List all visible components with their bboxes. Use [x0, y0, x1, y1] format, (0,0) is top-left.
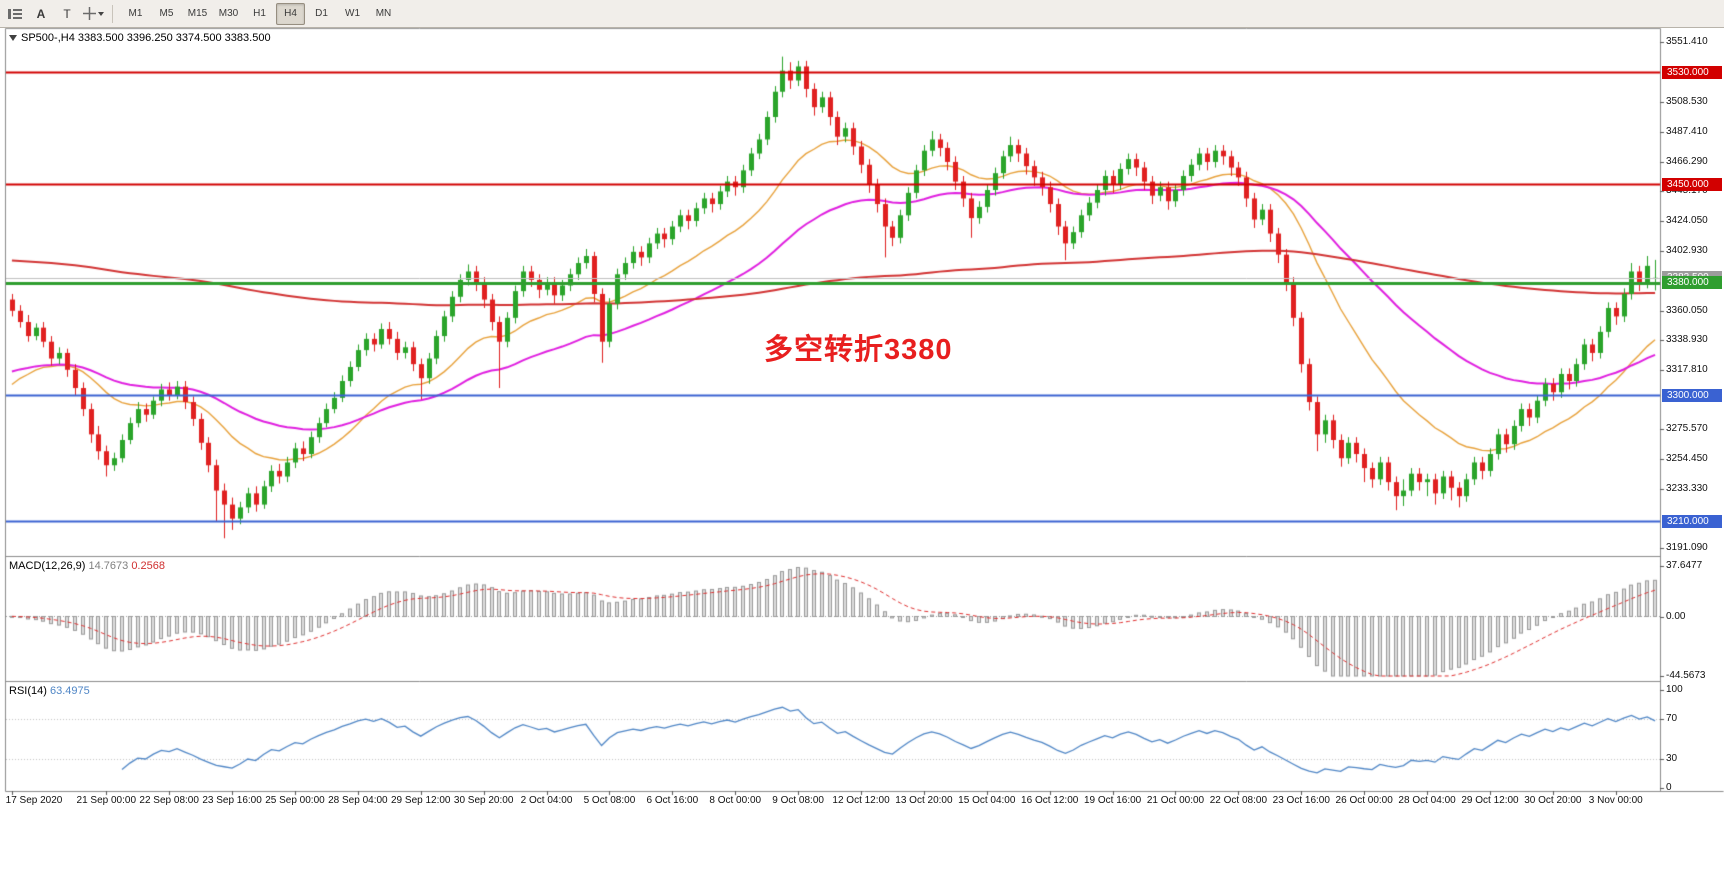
- timeframe-m30-button[interactable]: M30: [218, 8, 239, 19]
- text-tool-button[interactable]: T: [63, 6, 71, 21]
- chevron-down-icon: [97, 11, 104, 16]
- timeframe-group: M1 M5 M15 M30 H1 H4 D1 W1 MN: [120, 2, 399, 25]
- timeframe-m1-button[interactable]: M1: [128, 8, 143, 19]
- timeframe-m15-button[interactable]: M15: [187, 8, 208, 19]
- timeframe-w1-button[interactable]: W1: [345, 8, 360, 19]
- crosshair-icon: [82, 7, 96, 20]
- timeframe-d1-button[interactable]: D1: [315, 8, 328, 19]
- chart-list-button[interactable]: [3, 2, 27, 25]
- chart-list-icon: [8, 8, 22, 19]
- toolbar-separator: [112, 4, 113, 23]
- timeframe-h1-button[interactable]: H1: [253, 8, 266, 19]
- toolbar: A T M1 M5 M15 M30 H1 H4 D1 W1 MN: [0, 0, 1724, 28]
- timeframe-m5-button[interactable]: M5: [159, 8, 174, 19]
- crosshair-button[interactable]: [81, 2, 105, 25]
- timeframe-mn-button[interactable]: MN: [375, 8, 392, 19]
- timeframe-h4-button[interactable]: H4: [276, 2, 305, 25]
- cursor-a-button[interactable]: A: [36, 6, 46, 21]
